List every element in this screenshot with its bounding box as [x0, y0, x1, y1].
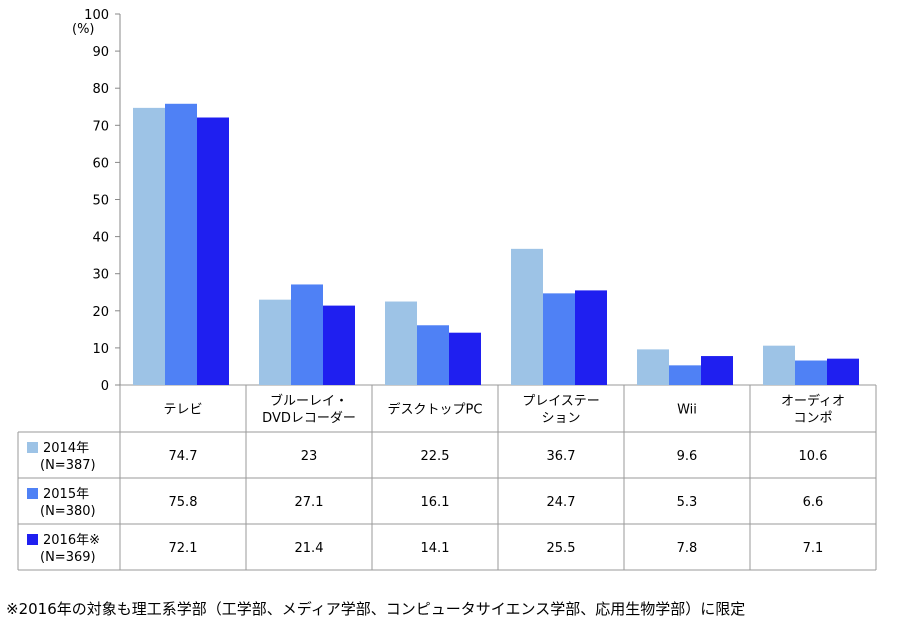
- bar: [449, 332, 481, 385]
- data-label: 14.1: [421, 541, 450, 556]
- y-tick-label: 10: [92, 342, 109, 357]
- bar: [669, 365, 701, 385]
- category-label: コンポ: [793, 411, 832, 426]
- data-label: 7.8: [677, 541, 698, 556]
- data-label: 25.5: [547, 541, 576, 556]
- category-label: デスクトップPC: [388, 402, 483, 418]
- y-tick-label: 20: [92, 305, 109, 320]
- y-tick-label: 70: [92, 119, 109, 134]
- y-tick-label: 50: [92, 194, 109, 209]
- y-tick-label: 90: [92, 45, 109, 60]
- legend-swatch: [27, 442, 38, 453]
- y-tick-label: 30: [92, 268, 109, 283]
- category-label: Wii: [677, 403, 697, 418]
- data-label: 6.6: [803, 495, 824, 510]
- bar: [637, 349, 669, 385]
- bar: [763, 345, 795, 385]
- legend-label: 2016年※: [43, 533, 100, 548]
- legend-n: (N=387): [40, 458, 96, 473]
- category-label: オーディオ: [781, 393, 845, 409]
- data-label: 16.1: [421, 495, 450, 510]
- legend-n: (N=380): [40, 504, 96, 519]
- bar: [795, 360, 827, 385]
- bar: [543, 293, 575, 385]
- table-grid: [17, 384, 877, 571]
- value-cells: 74.7 23 22.5 36.7 9.6 10.6 75.8 27.1 16.1 24.7 5.3…: [169, 449, 828, 556]
- legend-n: (N=369): [40, 550, 96, 565]
- data-label: 72.1: [169, 541, 198, 556]
- data-label: 21.4: [295, 541, 324, 556]
- bar: [511, 248, 543, 385]
- data-label: 74.7: [169, 449, 198, 464]
- bar: [291, 284, 323, 385]
- legend-label: 2014年: [43, 441, 89, 456]
- data-label: 9.6: [677, 449, 698, 464]
- data-label: 24.7: [547, 495, 576, 510]
- legend-label: 2015年: [43, 487, 89, 502]
- footnote: ※2016年の対象も理工系学部（工学部、メディア学部、コンピュータサイエンス学部…: [6, 600, 746, 618]
- data-label: 10.6: [799, 449, 828, 464]
- bar: [417, 325, 449, 385]
- bar: [133, 107, 165, 385]
- bar: [165, 103, 197, 386]
- y-tick-label: 80: [92, 82, 109, 97]
- data-label: 22.5: [421, 449, 450, 464]
- category-label: DVDレコーダー: [262, 411, 356, 426]
- bar: [575, 290, 607, 385]
- data-label: 5.3: [677, 495, 698, 510]
- data-label: 7.1: [803, 541, 824, 556]
- legend-swatch: [27, 534, 38, 545]
- category-label: テレビ: [163, 403, 202, 418]
- y-tick-label: 0: [101, 379, 109, 394]
- y-tick-label: 40: [92, 231, 109, 246]
- category-label: ション: [541, 411, 580, 426]
- data-label: 75.8: [169, 495, 198, 510]
- bar: [259, 299, 291, 385]
- data-label: 36.7: [547, 449, 576, 464]
- bars: [133, 103, 859, 386]
- bar: [323, 305, 355, 385]
- category-label: ブルーレイ・: [270, 393, 348, 409]
- bar: [701, 356, 733, 385]
- bar: [385, 301, 417, 385]
- y-tick-label: 100: [84, 8, 109, 23]
- y-axis-unit-label: (%): [72, 22, 95, 37]
- y-axis: 0 10 20 30 40 50 60 70 80 90 100: [84, 8, 121, 394]
- legend-cells: 2014年 (N=387) 2015年 (N=380) 2016年※ (N=369): [27, 441, 100, 565]
- category-label: プレイステー: [522, 394, 600, 409]
- data-label: 27.1: [295, 495, 324, 510]
- legend-swatch: [27, 488, 38, 499]
- y-tick-label: 60: [92, 156, 109, 171]
- bar: [827, 358, 859, 385]
- bar: [197, 117, 229, 385]
- data-label: 23: [301, 449, 318, 464]
